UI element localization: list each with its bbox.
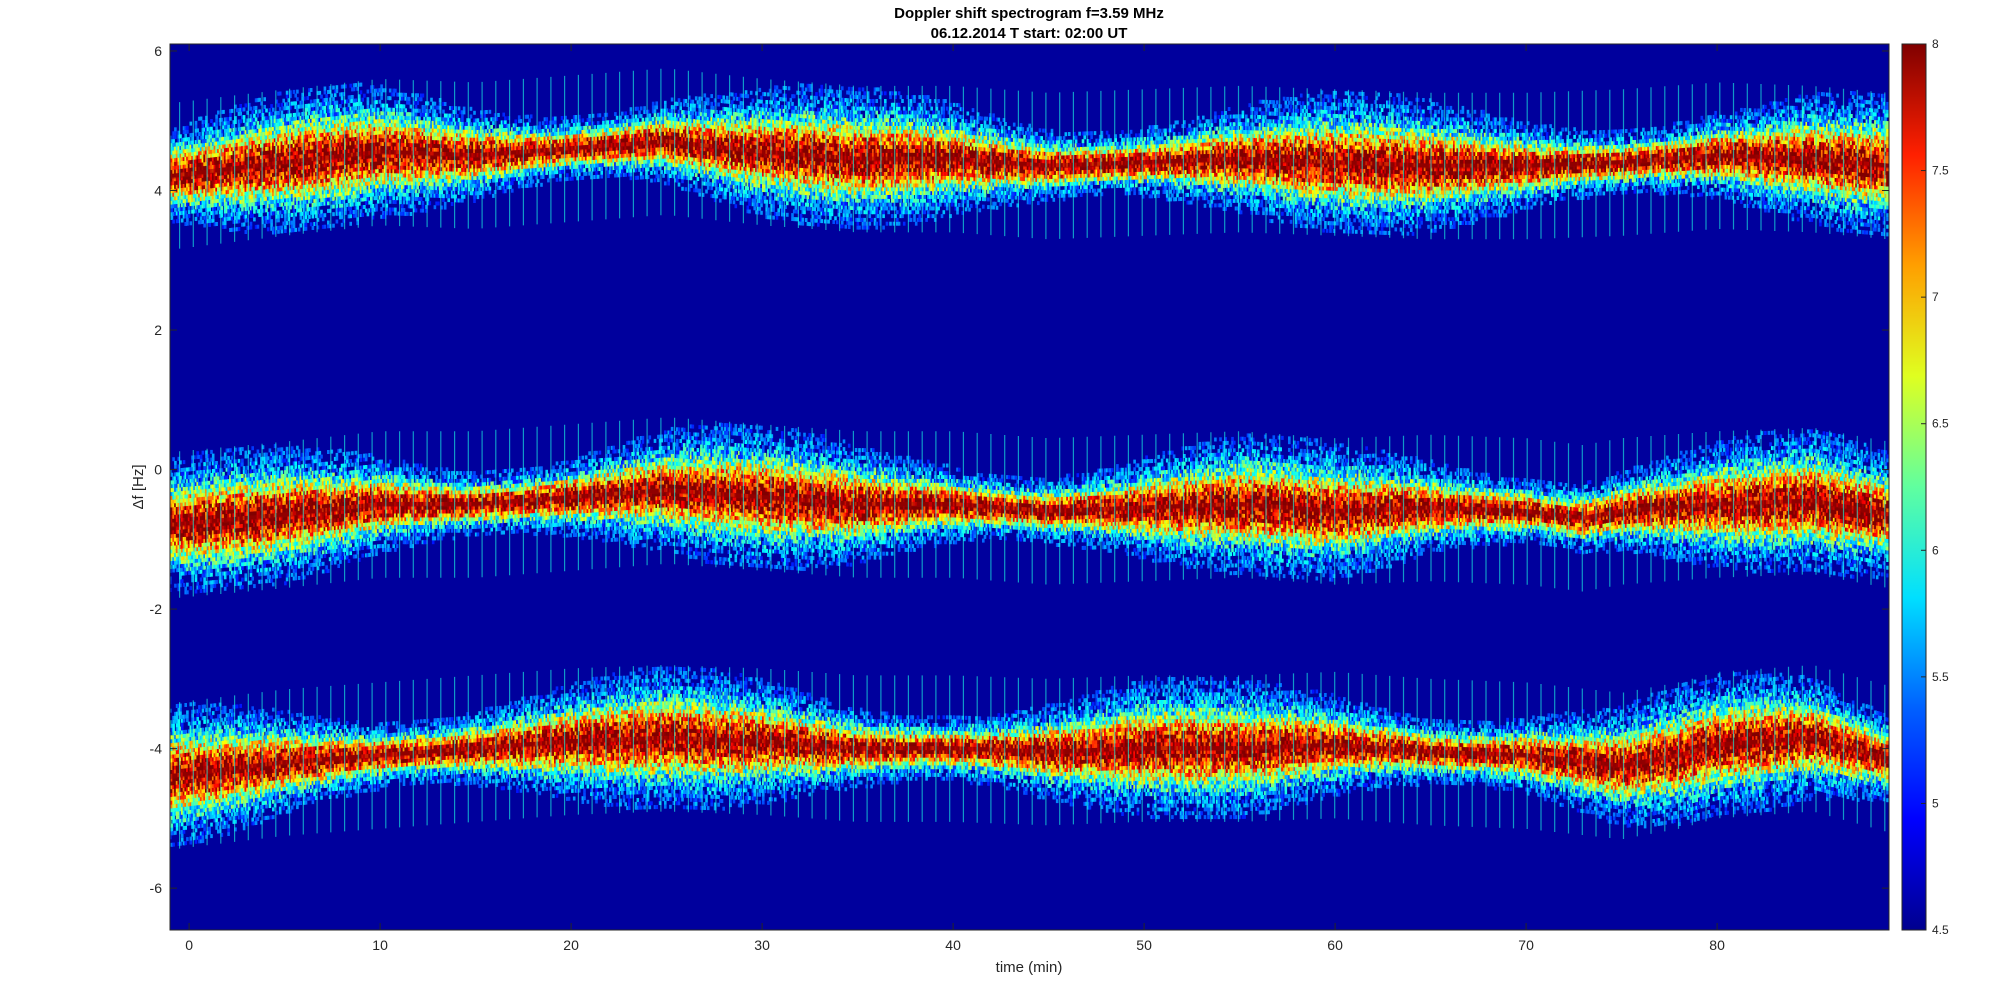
- x-tick-label: 20: [563, 937, 579, 953]
- y-tick-label: -6: [150, 880, 163, 896]
- colorbar-tick-label: 8: [1932, 37, 1939, 51]
- y-tick-label: -4: [150, 741, 163, 757]
- colorbar-gradient: [1902, 44, 1926, 930]
- y-axis-label: Δf [Hz]: [130, 464, 147, 509]
- colorbar-tick-label: 5.5: [1932, 670, 1949, 684]
- x-tick-label: 70: [1518, 937, 1534, 953]
- x-tick-label: 60: [1327, 937, 1343, 953]
- y-tick-label: 2: [154, 322, 162, 338]
- chart-title: Doppler shift spectrogram f=3.59 MHz: [894, 5, 1164, 22]
- x-tick-label: 10: [372, 937, 388, 953]
- colorbar-tick-label: 6.5: [1932, 417, 1949, 431]
- x-tick-label: 80: [1709, 937, 1725, 953]
- x-tick-label: 30: [754, 937, 770, 953]
- y-tick-label: 4: [154, 183, 162, 199]
- colorbar-tick-label: 7.5: [1932, 164, 1949, 178]
- y-tick-label: 0: [154, 462, 162, 478]
- colorbar-tick-label: 5: [1932, 796, 1939, 810]
- colorbar-tick-label: 7: [1932, 290, 1939, 304]
- x-tick-label: 40: [945, 937, 961, 953]
- spectrogram-plot-area: [169, 44, 1889, 930]
- y-tick-label: 6: [154, 43, 162, 59]
- colorbar-tick-label: 6: [1932, 543, 1939, 557]
- x-axis-label: time (min): [996, 959, 1063, 976]
- colorbar-tick-label: 4.5: [1932, 923, 1949, 937]
- x-tick-label: 50: [1136, 937, 1152, 953]
- chart-subtitle: 06.12.2014 T start: 02:00 UT: [931, 25, 1128, 42]
- x-tick-label: 0: [185, 937, 193, 953]
- colorbar: 4.5 5 5.5 6 6.5 7 7.5 8: [1902, 37, 1949, 937]
- y-tick-label: -2: [150, 601, 163, 617]
